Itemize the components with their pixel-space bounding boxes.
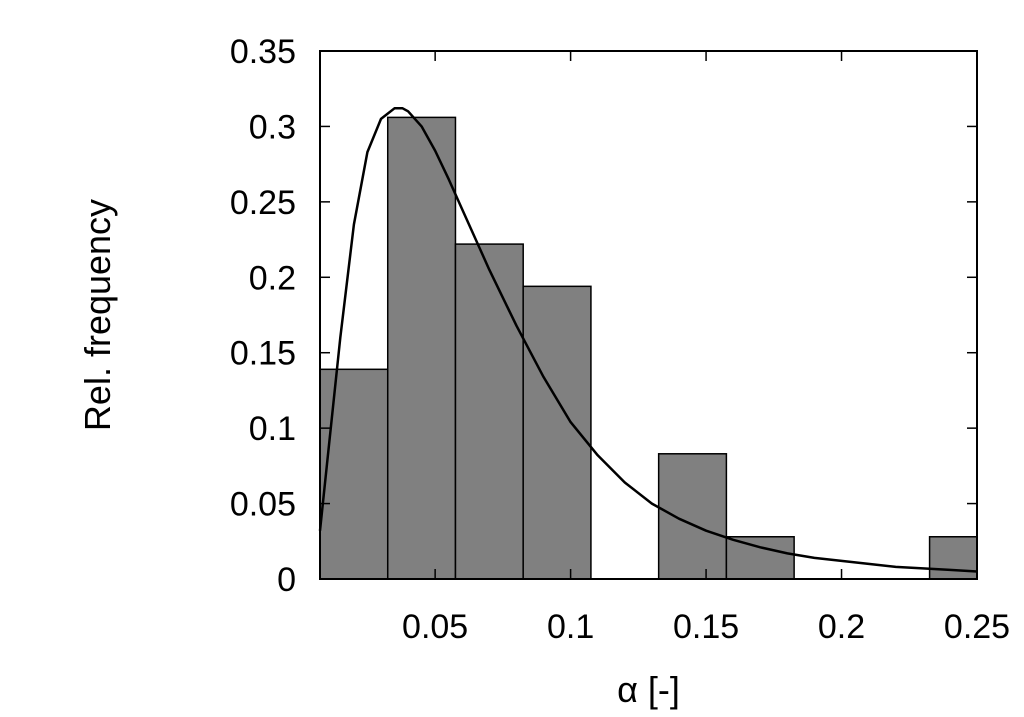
y-tick-label: 0.2 (249, 259, 296, 297)
x-tick-label: 0.05 (402, 608, 468, 646)
plot-frame (319, 50, 978, 580)
x-tick-label: 0.15 (673, 608, 739, 646)
y-tick-label: 0.05 (230, 486, 296, 524)
histogram-bar (386, 116, 457, 579)
x-tick-label: 0.1 (547, 608, 594, 646)
fit-curve-group (318, 107, 978, 573)
ticks-group: 0 0.05 0.1 0.15 0.2 0.25 0.3 0.35 0.05 0.1 0.15 0.2… (230, 33, 1010, 646)
x-axis-label: α [-] (617, 669, 680, 710)
y-axis-label: Rel. frequency (77, 199, 118, 431)
y-tick-label: 0.25 (230, 184, 296, 222)
y-tick-label: 0.35 (230, 33, 296, 71)
x-tick-label: 0.2 (818, 608, 865, 646)
y-tick-label: 0.3 (249, 108, 296, 146)
histogram-bar (725, 536, 795, 579)
y-tick-label: 0 (277, 561, 296, 599)
histogram-bar (657, 453, 728, 579)
y-tick-label: 0.1 (249, 410, 296, 448)
histogram-bar (320, 368, 389, 579)
bars-group (320, 116, 977, 579)
y-tick-label: 0.15 (230, 335, 296, 373)
histogram-bar (928, 536, 977, 579)
x-tick-label: 0.25 (944, 608, 1010, 646)
fit-curve-line (318, 107, 978, 573)
histogram-bar (454, 243, 524, 579)
